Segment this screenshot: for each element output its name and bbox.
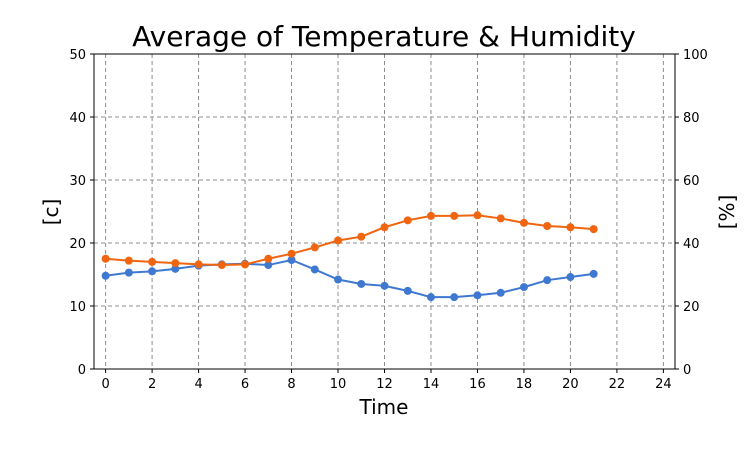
y-right-tick-label: 80 xyxy=(683,111,700,126)
series-1-point xyxy=(543,221,552,230)
series-1-point xyxy=(403,216,412,225)
y-axis-left-label: [c] xyxy=(39,199,63,226)
series-0 xyxy=(101,256,598,302)
x-tick-label: 6 xyxy=(241,377,249,392)
y-left-tick-label: 40 xyxy=(69,111,86,126)
series xyxy=(101,211,598,302)
series-0-point xyxy=(566,273,575,282)
x-axis-label: Time xyxy=(359,395,409,419)
series-1-point xyxy=(217,261,226,270)
x-tick-label: 24 xyxy=(655,377,672,392)
series-0-point xyxy=(403,286,412,295)
series-1-point xyxy=(124,256,133,265)
x-tick-label: 22 xyxy=(609,377,626,392)
x-tick-label: 4 xyxy=(194,377,202,392)
series-0-point xyxy=(426,293,435,302)
series-1-line xyxy=(105,214,594,267)
x-tick-label: 10 xyxy=(330,377,347,392)
series-1-point xyxy=(426,211,435,220)
series-1-point xyxy=(101,254,110,263)
series-0-point xyxy=(450,293,459,302)
grid xyxy=(94,53,675,370)
x-tick-label: 18 xyxy=(516,377,533,392)
series-0-point xyxy=(264,261,273,270)
x-tick-label: 2 xyxy=(148,377,156,392)
series-1-point xyxy=(380,223,389,232)
series-1-point xyxy=(450,211,459,220)
chart-title: Average of Temperature & Humidity xyxy=(132,20,636,53)
series-1 xyxy=(101,211,598,270)
series-0-point xyxy=(357,279,366,288)
y-axis-right-label: [%] xyxy=(715,195,739,230)
y-right-tick-label: 60 xyxy=(683,174,700,189)
series-1-point xyxy=(171,259,180,268)
series-1-point xyxy=(148,257,157,266)
x-tick-label: 8 xyxy=(287,377,295,392)
x-tick-label: 20 xyxy=(562,377,579,392)
series-1-point xyxy=(334,236,343,245)
series-1-point xyxy=(287,249,296,258)
series-0-point xyxy=(519,283,528,292)
series-0-point xyxy=(496,288,505,297)
series-0-point xyxy=(287,256,296,265)
series-1-point xyxy=(589,225,598,234)
series-1-point xyxy=(264,254,273,263)
series-0-point xyxy=(543,276,552,285)
series-1-point xyxy=(496,214,505,223)
series-1-point xyxy=(310,243,319,252)
series-0-point xyxy=(101,271,110,280)
series-0-point xyxy=(473,291,482,300)
y-right-tick-label: 20 xyxy=(683,300,700,315)
series-1-point xyxy=(241,260,250,269)
series-0-point xyxy=(124,268,133,277)
y-left-tick-label: 0 xyxy=(78,363,86,378)
y-left-tick-label: 30 xyxy=(69,174,86,189)
series-0-point xyxy=(310,265,319,274)
y-left-tick-label: 50 xyxy=(69,48,86,63)
x-tick-label: 16 xyxy=(469,377,486,392)
axes: 0 2 4 6 8 10 12 14 16 18 20 22 240102030405002040608… xyxy=(69,48,707,392)
y-right-tick-label: 100 xyxy=(683,48,708,63)
series-0-line xyxy=(105,258,594,299)
x-tick-label: 0 xyxy=(101,377,109,392)
series-0-point xyxy=(171,264,180,273)
y-left-tick-label: 10 xyxy=(69,300,86,315)
series-0-point xyxy=(148,267,157,276)
x-tick-label: 12 xyxy=(376,377,393,392)
series-1-point xyxy=(194,260,203,269)
series-1-point xyxy=(357,232,366,241)
x-tick-label: 14 xyxy=(423,377,440,392)
series-1-point xyxy=(519,218,528,227)
series-1-point xyxy=(566,223,575,232)
series-0-point xyxy=(334,275,343,284)
series-1-point xyxy=(473,211,482,220)
series-0-point xyxy=(589,269,598,278)
y-left-tick-label: 20 xyxy=(69,237,86,252)
y-right-tick-label: 0 xyxy=(683,363,691,378)
y-right-tick-label: 40 xyxy=(683,237,700,252)
series-0-point xyxy=(380,281,389,290)
